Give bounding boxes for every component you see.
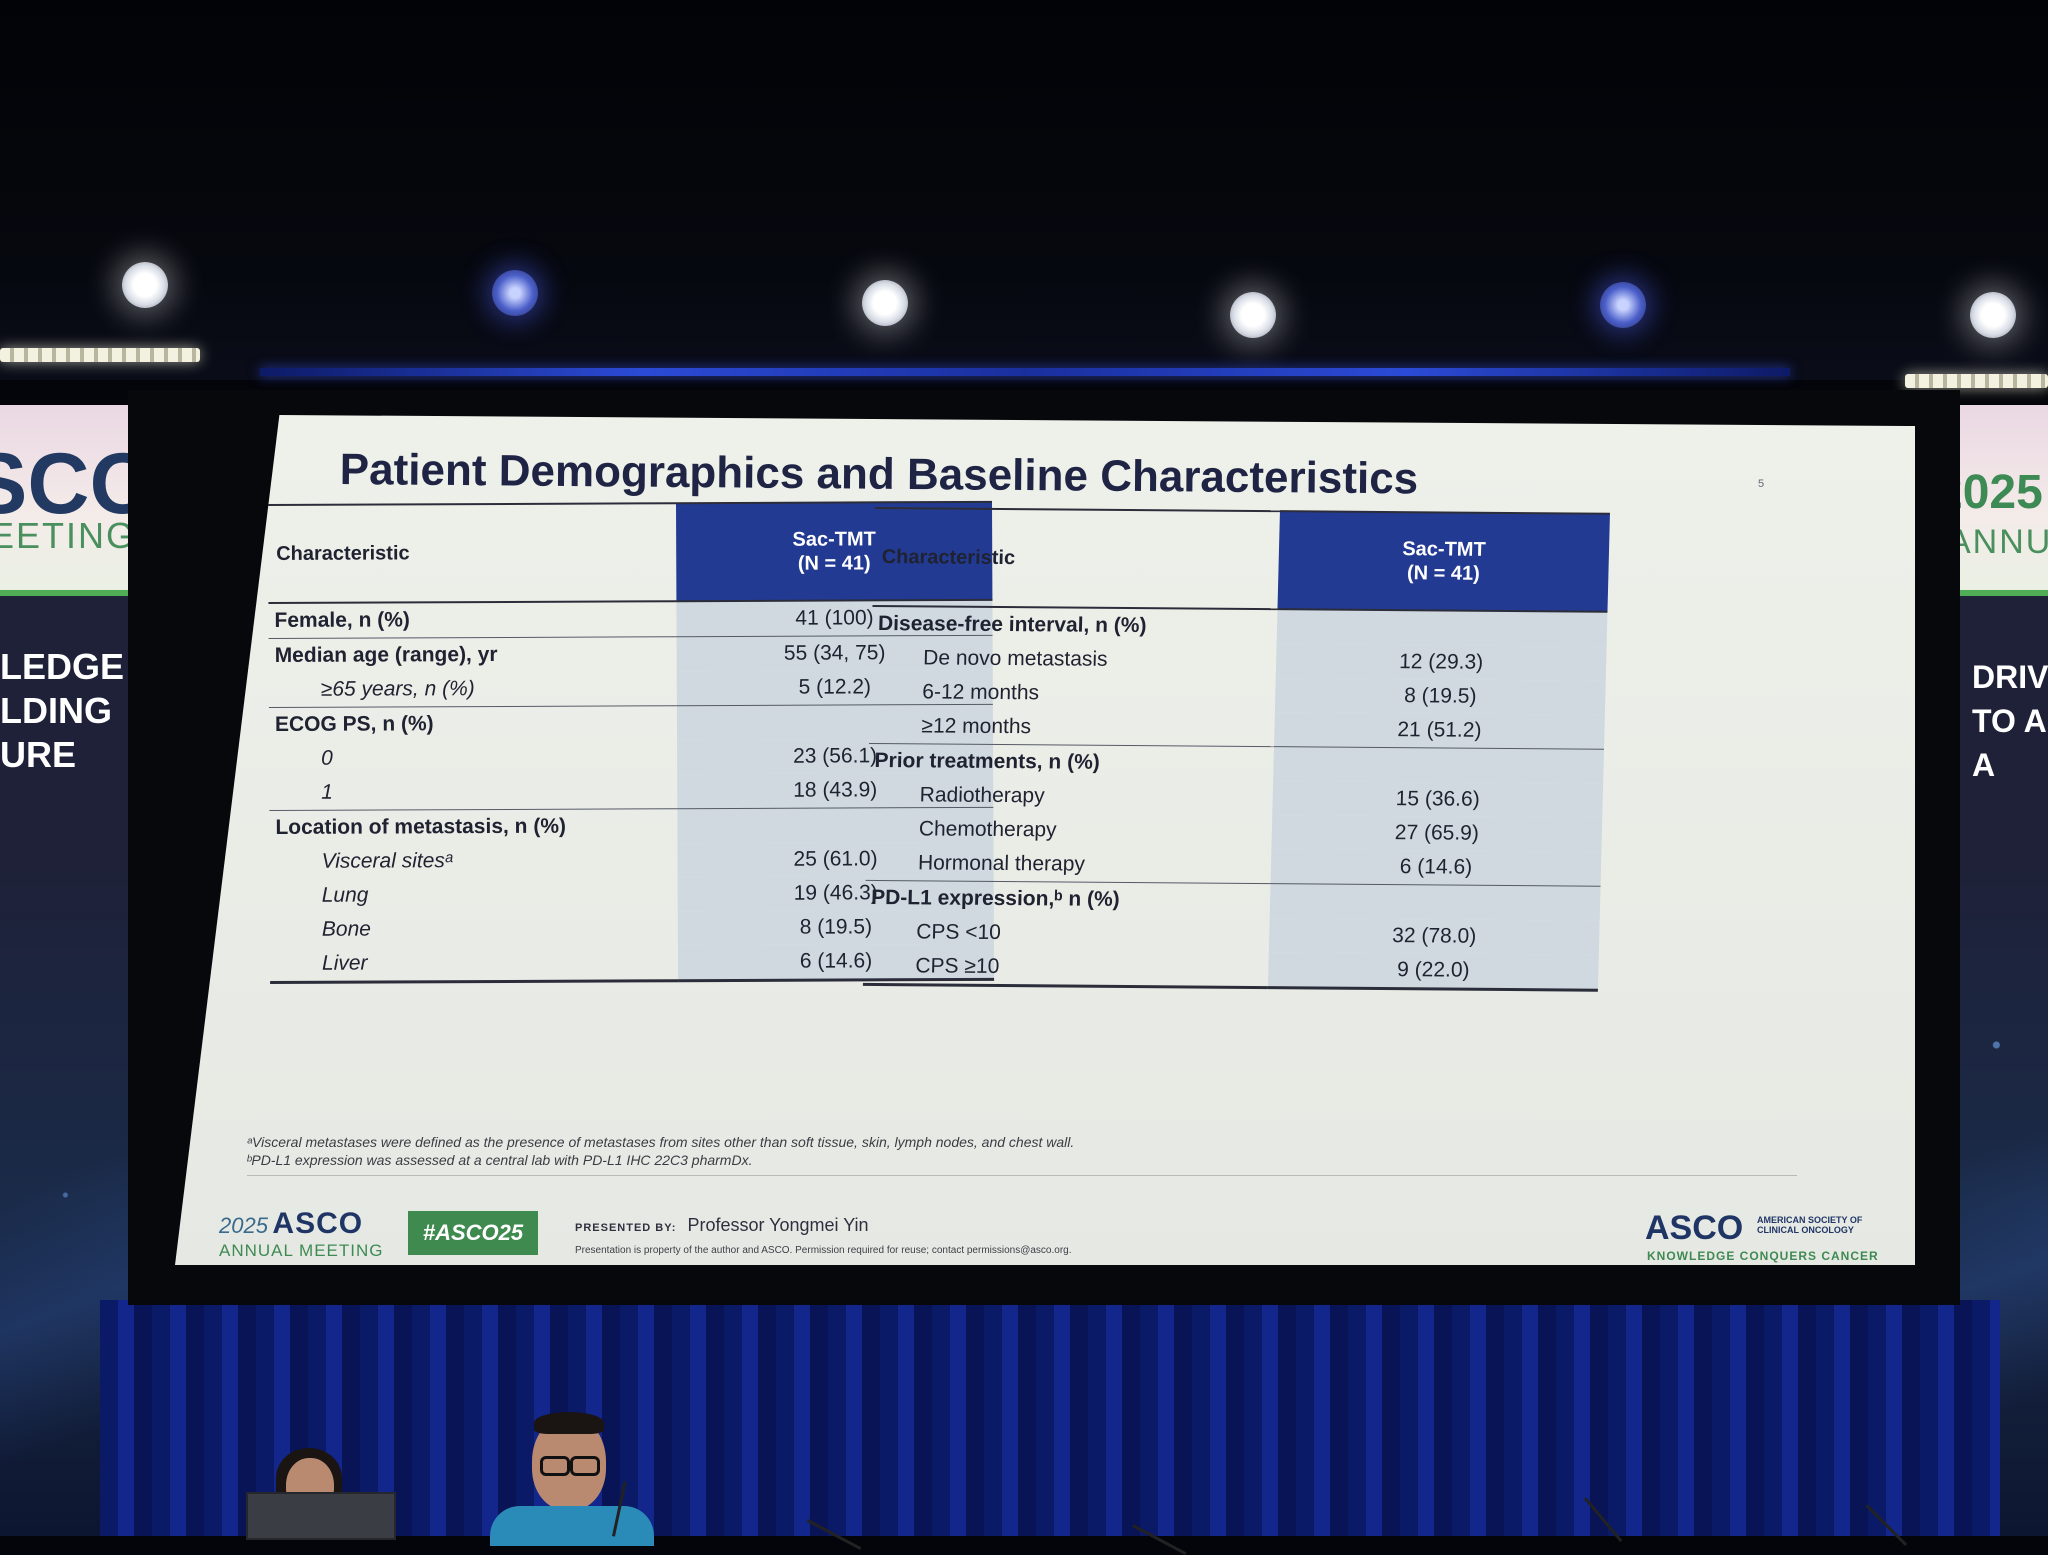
footnote: ᵃVisceral metastases were defined as the… (247, 1134, 1075, 1150)
permission-notice: Presentation is property of the author a… (575, 1245, 1072, 1256)
presented-by-label: PRESENTED BY: (575, 1222, 677, 1234)
footnote-divider (247, 1175, 1797, 1176)
table-header-row: Characteristic Sac-TMT (N = 41) (872, 507, 1610, 612)
light-bar-right (1905, 374, 2048, 388)
meeting-brand: ASCO (272, 1207, 364, 1240)
table-row: De novo metastasis 12 (29.3) (871, 641, 1607, 681)
row-label: Lung (321, 883, 369, 907)
row-value: 6 (14.6) (1270, 849, 1602, 887)
row-label: ≥12 months (921, 714, 1032, 739)
stage-light (492, 270, 538, 316)
stage-led-strip (260, 368, 1790, 376)
row-label: Visceral sitesᵃ (321, 849, 453, 873)
row-value: 32 (78.0) (1268, 918, 1600, 955)
row-label: CPS <10 (915, 920, 1002, 944)
table-row: Prior treatments, n (%) (868, 743, 1604, 784)
light-bar-left (0, 348, 200, 362)
slide-footer: 2025 ASCO ANNUAL MEETING #ASCO25 PRESENT… (175, 1189, 1915, 1265)
stage-light (1970, 292, 2016, 338)
row-value (1273, 746, 1604, 784)
jacket (490, 1506, 654, 1546)
row-label: Disease-free interval, n (%) (877, 612, 1147, 638)
row-value: 8 (19.5) (1274, 678, 1606, 715)
meeting-name: ANNUAL MEETING (219, 1241, 384, 1260)
row-label: Bone (321, 917, 371, 941)
table-row: 6-12 months 8 (19.5) (870, 675, 1606, 715)
org-logo-text: ASCO (1645, 1209, 1744, 1247)
meeting-year: 2025 (219, 1213, 268, 1238)
banner-slogan: LEDGE LDING URE (0, 646, 125, 775)
ceiling (0, 0, 2048, 380)
row-value: 15 (36.6) (1272, 781, 1604, 818)
row-label: De novo metastasis (922, 646, 1108, 671)
table-row: CPS ≥10 9 (22.0) (862, 948, 1599, 991)
table-row: Radiotherapy 15 (36.6) (867, 778, 1604, 818)
panelist-man (490, 1410, 660, 1546)
hashtag-badge: #ASCO25 (408, 1211, 538, 1255)
table-row: Hormonal therapy 6 (14.6) (866, 846, 1602, 887)
slide-page-number: 5 (1758, 478, 1765, 490)
presented-by: PRESENTED BY: Professor Yongmei Yin (575, 1215, 869, 1236)
banner-subtitle: ANNU (1948, 523, 2048, 561)
row-value: 12 (29.3) (1275, 644, 1607, 681)
slide-title: Patient Demographics and Baseline Charac… (339, 445, 1419, 504)
table-row: PD-L1 expression,ᵇ n (%) (864, 880, 1601, 921)
stage-light (122, 262, 168, 308)
stage-light (862, 280, 908, 326)
laptop (246, 1492, 396, 1540)
row-label: Female, n (%) (274, 608, 410, 632)
row-value: 9 (22.0) (1267, 952, 1599, 991)
table-row: CPS <10 32 (78.0) (864, 915, 1600, 955)
row-label: CPS ≥10 (862, 948, 1269, 988)
stage-curtain (100, 1300, 2000, 1536)
row-label: PD-L1 expression,ᵇ n (%) (864, 880, 1271, 919)
stage-light (1600, 282, 1646, 328)
org-name: AMERICAN SOCIETY OF CLINICAL ONCOLOGY (1757, 1215, 1863, 1235)
table-row: Disease-free interval, n (%) (872, 606, 1608, 647)
banner-slogan: DRIV TO A A (1972, 659, 2048, 783)
row-value: 21 (51.2) (1274, 712, 1605, 750)
glasses-icon (540, 1456, 570, 1476)
footnotes: ᵃVisceral metastases were defined as the… (247, 1133, 1797, 1176)
row-label: 1 (321, 780, 333, 804)
row-label: ≥65 years, n (%) (320, 677, 475, 701)
row-label: Hormonal therapy (917, 851, 1086, 876)
row-label: 0 (321, 746, 333, 770)
footnote: ᵇPD-L1 expression was assessed at a cent… (247, 1152, 753, 1168)
row-label: Chemotherapy (918, 817, 1057, 842)
asco-meeting-logo: 2025 ASCO ANNUAL MEETING (219, 1207, 383, 1260)
banner-subtitle: EETING (0, 515, 137, 556)
row-value (1269, 883, 1601, 921)
row-value (1276, 609, 1608, 647)
glasses-icon (570, 1456, 600, 1476)
table-row: ≥12 months 21 (51.2) (869, 709, 1605, 750)
demographics-table-right: Characteristic Sac-TMT (N = 41) Disease-… (862, 507, 1610, 992)
header-arm-name: Sac-TMT (1402, 538, 1486, 561)
header-characteristic-label: Characteristic (276, 541, 410, 565)
row-label: Median age (range), yr (268, 636, 677, 673)
row-label: 6-12 months (922, 680, 1040, 705)
row-label: Location of metastasis, n (%) (269, 808, 678, 845)
header-arm-n: (N = 41) (1406, 562, 1481, 585)
table-row: Chemotherapy 27 (65.9) (866, 812, 1603, 852)
projected-slide: Patient Demographics and Baseline Charac… (175, 415, 1915, 1265)
hair (534, 1412, 604, 1434)
header-characteristic: Characteristic (268, 503, 677, 603)
asco-org-logo: ASCO AMERICAN SOCIETY OF CLINICAL ONCOLO… (1645, 1209, 1878, 1263)
row-label: Prior treatments, n (%) (868, 743, 1275, 782)
header-characteristic-label: Characteristic (881, 545, 1016, 569)
row-label: Radiotherapy (919, 783, 1045, 808)
row-value: 27 (65.9) (1271, 815, 1603, 852)
row-label: Liver (269, 945, 679, 983)
row-label: ECOG PS, n (%) (268, 705, 678, 742)
presenter-name: Professor Yongmei Yin (687, 1215, 869, 1235)
header-characteristic: Characteristic (872, 507, 1280, 610)
header-sac-tmt: Sac-TMT (N = 41) (1277, 511, 1610, 612)
org-tagline: KNOWLEDGE CONQUERS CANCER (1647, 1249, 1879, 1263)
stage-light (1230, 292, 1276, 338)
